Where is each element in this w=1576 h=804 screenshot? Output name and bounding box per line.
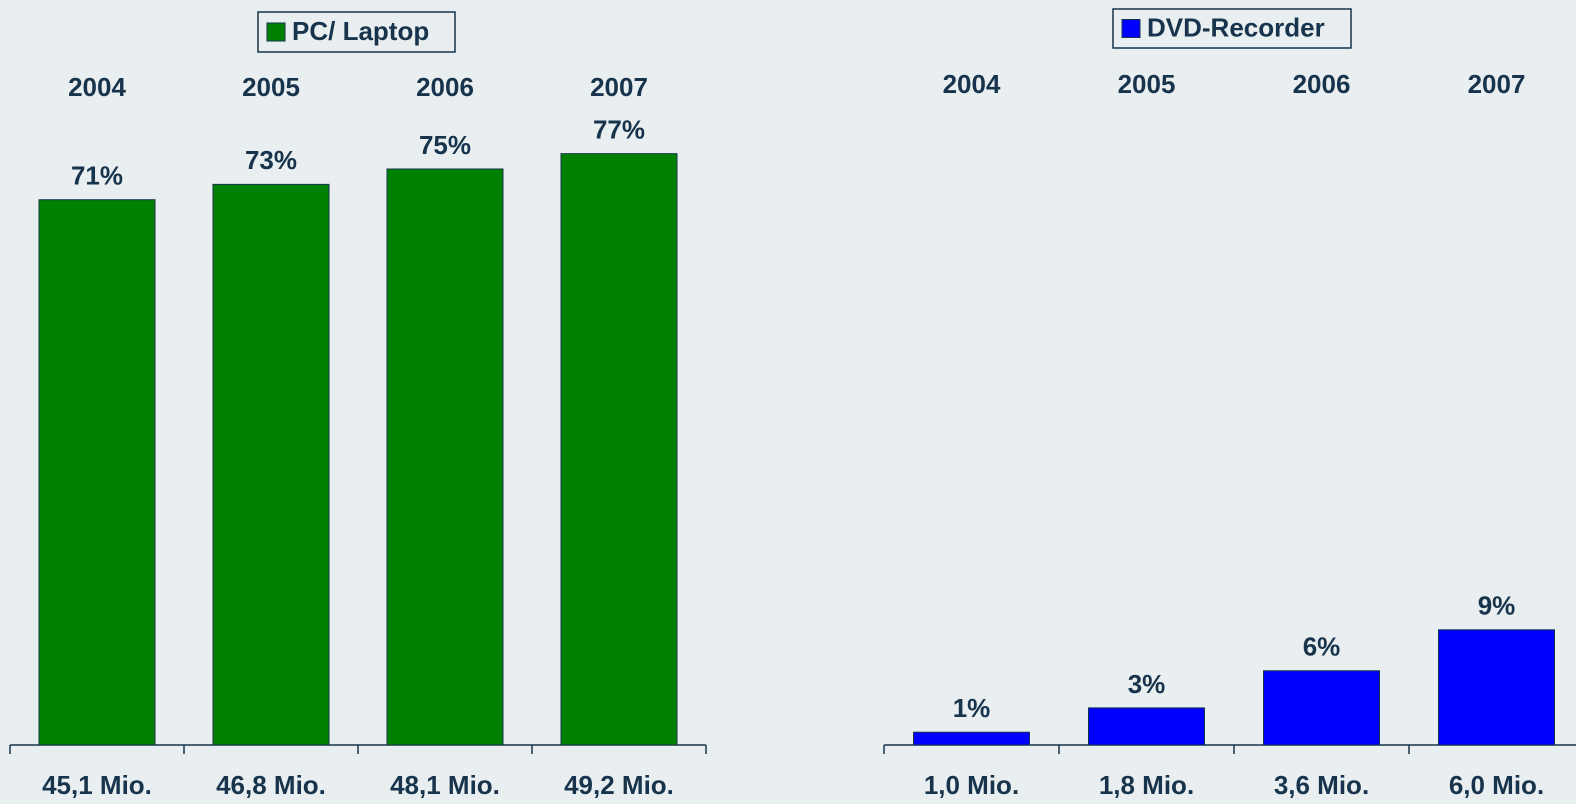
year-label: 2004	[943, 69, 1001, 99]
year-label: 2006	[1293, 69, 1351, 99]
bar	[38, 199, 156, 746]
legend-box	[1112, 8, 1352, 49]
value-label: 6%	[1303, 632, 1341, 662]
bar	[913, 731, 1030, 746]
bottom-label: 49,2 Mio.	[564, 770, 674, 800]
value-label: 9%	[1478, 591, 1516, 621]
year-label: 2006	[416, 72, 474, 102]
value-label: 1%	[953, 693, 991, 723]
bottom-label: 45,1 Mio.	[42, 770, 152, 800]
legend-swatch	[1121, 19, 1141, 38]
bar	[1088, 707, 1205, 746]
bottom-label: 6,0 Mio.	[1449, 770, 1544, 800]
bar	[560, 153, 678, 746]
year-label: 2005	[1118, 69, 1176, 99]
year-label: 2005	[242, 72, 300, 102]
bar	[1263, 670, 1380, 746]
bottom-label: 1,0 Mio.	[924, 770, 1019, 800]
legend-label: DVD-Recorder	[1147, 12, 1325, 42]
value-label: 75%	[419, 130, 471, 160]
value-label: 3%	[1128, 669, 1166, 699]
bottom-label: 3,6 Mio.	[1274, 770, 1369, 800]
year-label: 2007	[590, 72, 648, 102]
value-label: 77%	[593, 115, 645, 145]
value-label: 71%	[71, 161, 123, 191]
year-label: 2007	[1468, 69, 1526, 99]
year-label: 2004	[68, 72, 126, 102]
bottom-label: 1,8 Mio.	[1099, 770, 1194, 800]
bar	[212, 183, 330, 746]
value-label: 73%	[245, 145, 297, 175]
bar	[386, 168, 504, 746]
legend-swatch	[266, 22, 286, 42]
bottom-label: 46,8 Mio.	[216, 770, 326, 800]
bar	[1438, 629, 1555, 746]
bottom-label: 48,1 Mio.	[390, 770, 500, 800]
legend-label: PC/ Laptop	[292, 16, 429, 46]
legend-box	[257, 11, 456, 53]
